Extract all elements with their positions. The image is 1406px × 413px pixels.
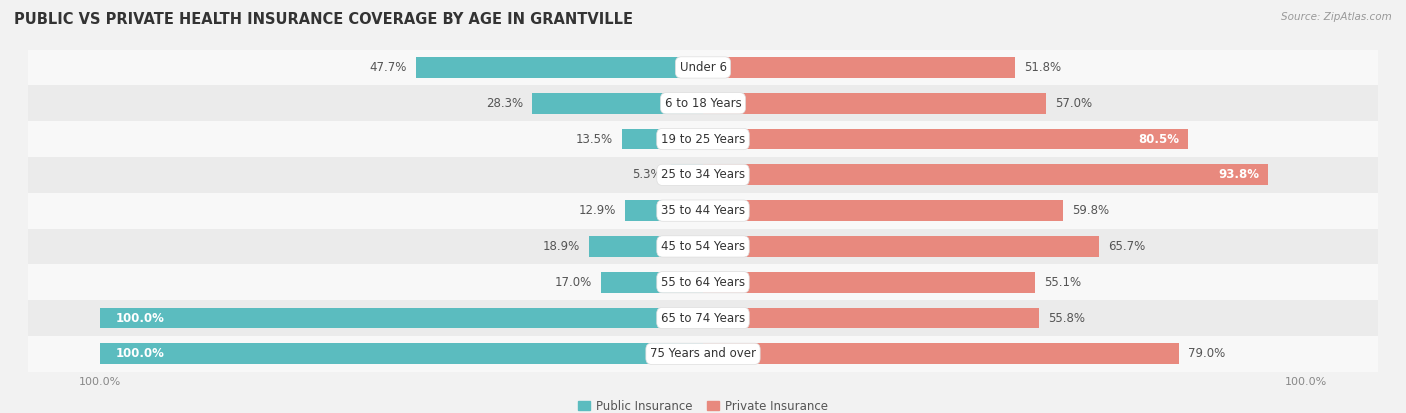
- Text: 79.0%: 79.0%: [1188, 347, 1225, 360]
- Text: 93.8%: 93.8%: [1218, 169, 1260, 181]
- Bar: [533, 93, 703, 114]
- Text: Source: ZipAtlas.com: Source: ZipAtlas.com: [1281, 12, 1392, 22]
- Bar: [703, 93, 1046, 114]
- Bar: [0, 336, 1406, 372]
- Bar: [0, 300, 1406, 336]
- Bar: [626, 200, 703, 221]
- Text: 55.1%: 55.1%: [1045, 276, 1081, 289]
- Bar: [0, 50, 1406, 85]
- Text: 17.0%: 17.0%: [554, 276, 592, 289]
- Text: Under 6: Under 6: [679, 61, 727, 74]
- Bar: [703, 272, 1035, 292]
- Text: 75 Years and over: 75 Years and over: [650, 347, 756, 360]
- Bar: [703, 200, 1063, 221]
- Text: 19 to 25 Years: 19 to 25 Years: [661, 133, 745, 145]
- Text: 13.5%: 13.5%: [575, 133, 613, 145]
- Bar: [703, 164, 1268, 185]
- Bar: [703, 236, 1099, 257]
- Text: 47.7%: 47.7%: [370, 61, 406, 74]
- Bar: [671, 164, 703, 185]
- Text: 100.0%: 100.0%: [115, 347, 165, 360]
- Bar: [0, 193, 1406, 228]
- Text: 80.5%: 80.5%: [1137, 133, 1180, 145]
- Text: 59.8%: 59.8%: [1073, 204, 1109, 217]
- Text: 45 to 54 Years: 45 to 54 Years: [661, 240, 745, 253]
- Text: 55.8%: 55.8%: [1049, 311, 1085, 325]
- Text: 51.8%: 51.8%: [1024, 61, 1062, 74]
- Text: 5.3%: 5.3%: [633, 169, 662, 181]
- Bar: [703, 308, 1039, 328]
- Text: 100.0%: 100.0%: [115, 311, 165, 325]
- Bar: [0, 121, 1406, 157]
- Text: 18.9%: 18.9%: [543, 240, 581, 253]
- Bar: [703, 344, 1180, 364]
- Text: 12.9%: 12.9%: [579, 204, 616, 217]
- Bar: [0, 228, 1406, 264]
- Text: 28.3%: 28.3%: [486, 97, 523, 110]
- Bar: [100, 308, 703, 328]
- Text: PUBLIC VS PRIVATE HEALTH INSURANCE COVERAGE BY AGE IN GRANTVILLE: PUBLIC VS PRIVATE HEALTH INSURANCE COVER…: [14, 12, 633, 27]
- Bar: [703, 129, 1188, 150]
- Bar: [589, 236, 703, 257]
- Text: 65.7%: 65.7%: [1108, 240, 1144, 253]
- Bar: [0, 157, 1406, 193]
- Text: 25 to 34 Years: 25 to 34 Years: [661, 169, 745, 181]
- Bar: [0, 85, 1406, 121]
- Text: 35 to 44 Years: 35 to 44 Years: [661, 204, 745, 217]
- Bar: [703, 57, 1015, 78]
- Bar: [621, 129, 703, 150]
- Text: 65 to 74 Years: 65 to 74 Years: [661, 311, 745, 325]
- Bar: [0, 264, 1406, 300]
- Bar: [100, 344, 703, 364]
- Text: 57.0%: 57.0%: [1056, 97, 1092, 110]
- Bar: [600, 272, 703, 292]
- Legend: Public Insurance, Private Insurance: Public Insurance, Private Insurance: [574, 395, 832, 413]
- Bar: [416, 57, 703, 78]
- Text: 55 to 64 Years: 55 to 64 Years: [661, 276, 745, 289]
- Text: 6 to 18 Years: 6 to 18 Years: [665, 97, 741, 110]
